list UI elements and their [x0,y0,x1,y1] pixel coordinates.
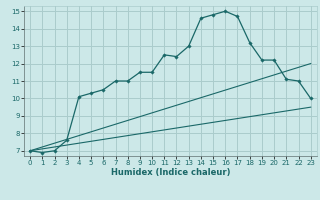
X-axis label: Humidex (Indice chaleur): Humidex (Indice chaleur) [111,168,230,177]
